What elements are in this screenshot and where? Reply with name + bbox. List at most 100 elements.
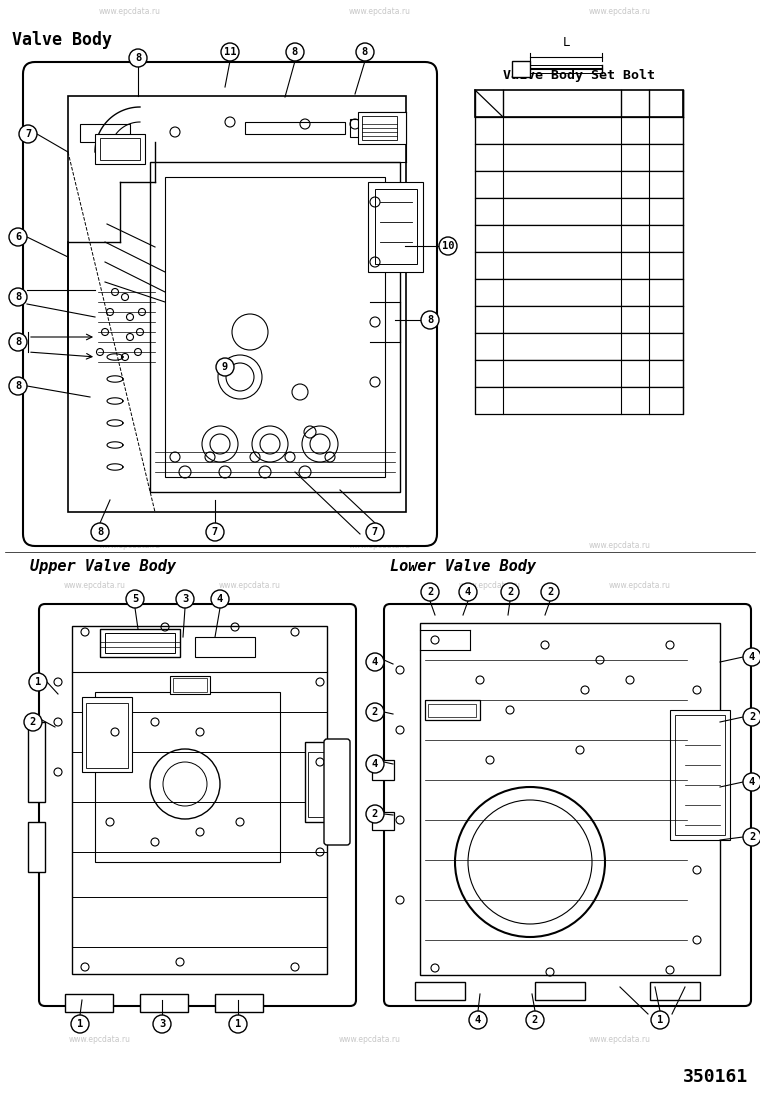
Text: 1: 1 — [663, 396, 670, 406]
Circle shape — [286, 43, 304, 61]
Text: 2: 2 — [749, 712, 755, 722]
Text: 2: 2 — [547, 587, 553, 597]
Text: 4: 4 — [749, 777, 755, 787]
Text: www.epcdata.ru: www.epcdata.ru — [399, 757, 461, 766]
Text: www.epcdata.ru: www.epcdata.ru — [339, 1035, 401, 1044]
Bar — [305, 742, 335, 822]
Circle shape — [421, 311, 439, 329]
Text: 5: 5 — [663, 288, 670, 298]
Bar — [368, 182, 423, 272]
Bar — [105, 633, 175, 653]
Text: 3: 3 — [486, 179, 492, 189]
Circle shape — [229, 1015, 247, 1033]
Text: L: L — [632, 99, 638, 109]
Circle shape — [24, 713, 42, 731]
Text: 7: 7 — [212, 527, 218, 537]
Circle shape — [743, 648, 760, 666]
Text: 11: 11 — [223, 47, 236, 57]
Circle shape — [356, 43, 374, 61]
Text: 6: 6 — [15, 232, 21, 242]
Bar — [475, 171, 683, 198]
Text: 8: 8 — [15, 292, 21, 302]
Circle shape — [9, 228, 27, 246]
Text: 18: 18 — [629, 152, 641, 162]
Text: 14: 14 — [659, 315, 673, 325]
Text: 2: 2 — [663, 179, 670, 189]
Text: 90105-06053: 90105-06053 — [525, 368, 599, 378]
Bar — [95, 692, 280, 862]
Text: 2: 2 — [749, 832, 755, 842]
Text: www.epcdata.ru: www.epcdata.ru — [349, 8, 411, 17]
Text: 3: 3 — [159, 1019, 165, 1029]
Text: 4: 4 — [217, 594, 223, 604]
Bar — [150, 162, 400, 492]
Text: www.epcdata.ru: www.epcdata.ru — [99, 542, 161, 550]
Text: 1: 1 — [486, 126, 492, 136]
Bar — [362, 116, 397, 140]
Text: 2: 2 — [427, 587, 433, 597]
Text: 3: 3 — [182, 594, 188, 604]
FancyBboxPatch shape — [384, 604, 751, 1006]
Circle shape — [91, 523, 109, 542]
Text: 12: 12 — [629, 341, 641, 351]
Circle shape — [541, 583, 559, 600]
Text: 90105-05010: 90105-05010 — [525, 207, 599, 217]
Bar — [375, 189, 417, 264]
Circle shape — [469, 1011, 487, 1029]
Text: 4: 4 — [749, 652, 755, 662]
Text: www.epcdata.ru: www.epcdata.ru — [219, 580, 281, 589]
Text: 90105-05003: 90105-05003 — [525, 126, 599, 136]
Bar — [475, 90, 683, 117]
FancyBboxPatch shape — [39, 604, 356, 1006]
Text: 8: 8 — [427, 315, 433, 325]
Circle shape — [366, 653, 384, 671]
Bar — [308, 752, 331, 817]
Text: 8: 8 — [486, 315, 492, 325]
Bar — [350, 119, 390, 137]
Circle shape — [211, 590, 229, 608]
Text: 8: 8 — [135, 53, 141, 63]
Text: 8: 8 — [362, 47, 368, 57]
Circle shape — [743, 828, 760, 846]
Text: 20: 20 — [629, 315, 641, 325]
Text: www.epcdata.ru: www.epcdata.ru — [49, 763, 111, 772]
Text: 4: 4 — [372, 759, 378, 770]
Bar — [372, 759, 394, 780]
Text: 2: 2 — [532, 1015, 538, 1025]
Text: 1: 1 — [663, 260, 670, 270]
FancyBboxPatch shape — [23, 62, 437, 546]
Bar — [650, 982, 700, 1000]
Circle shape — [743, 708, 760, 726]
Circle shape — [71, 1015, 89, 1033]
Text: 9: 9 — [222, 363, 228, 373]
Text: 8: 8 — [292, 47, 298, 57]
Bar — [170, 676, 210, 694]
Text: 7: 7 — [25, 129, 31, 139]
Text: 1: 1 — [657, 1015, 663, 1025]
Bar — [86, 703, 128, 768]
Text: 7: 7 — [486, 288, 492, 298]
Text: 55: 55 — [629, 396, 641, 406]
Text: 1: 1 — [663, 368, 670, 378]
Bar — [215, 994, 263, 1012]
Text: www.epcdata.ru: www.epcdata.ru — [99, 268, 161, 277]
Bar — [475, 332, 683, 360]
Text: 4: 4 — [486, 207, 492, 217]
Bar — [475, 117, 683, 143]
Bar — [475, 143, 683, 171]
Text: 90105-06049: 90105-06049 — [525, 341, 599, 351]
Text: Valve Body: Valve Body — [12, 31, 112, 49]
Text: 2: 2 — [372, 707, 378, 717]
Circle shape — [366, 805, 384, 823]
Text: 4: 4 — [372, 657, 378, 667]
Text: 50: 50 — [629, 207, 641, 217]
Text: 90105-06017: 90105-06017 — [525, 260, 599, 270]
Bar — [675, 715, 725, 835]
Circle shape — [126, 590, 144, 608]
Text: 90105-05009: 90105-05009 — [525, 179, 599, 189]
Text: 9: 9 — [486, 341, 492, 351]
Text: 22: 22 — [629, 234, 641, 244]
Text: www.epcdata.ru: www.epcdata.ru — [619, 697, 681, 706]
Bar — [28, 722, 45, 802]
Text: 90105-06020: 90105-06020 — [525, 288, 599, 298]
